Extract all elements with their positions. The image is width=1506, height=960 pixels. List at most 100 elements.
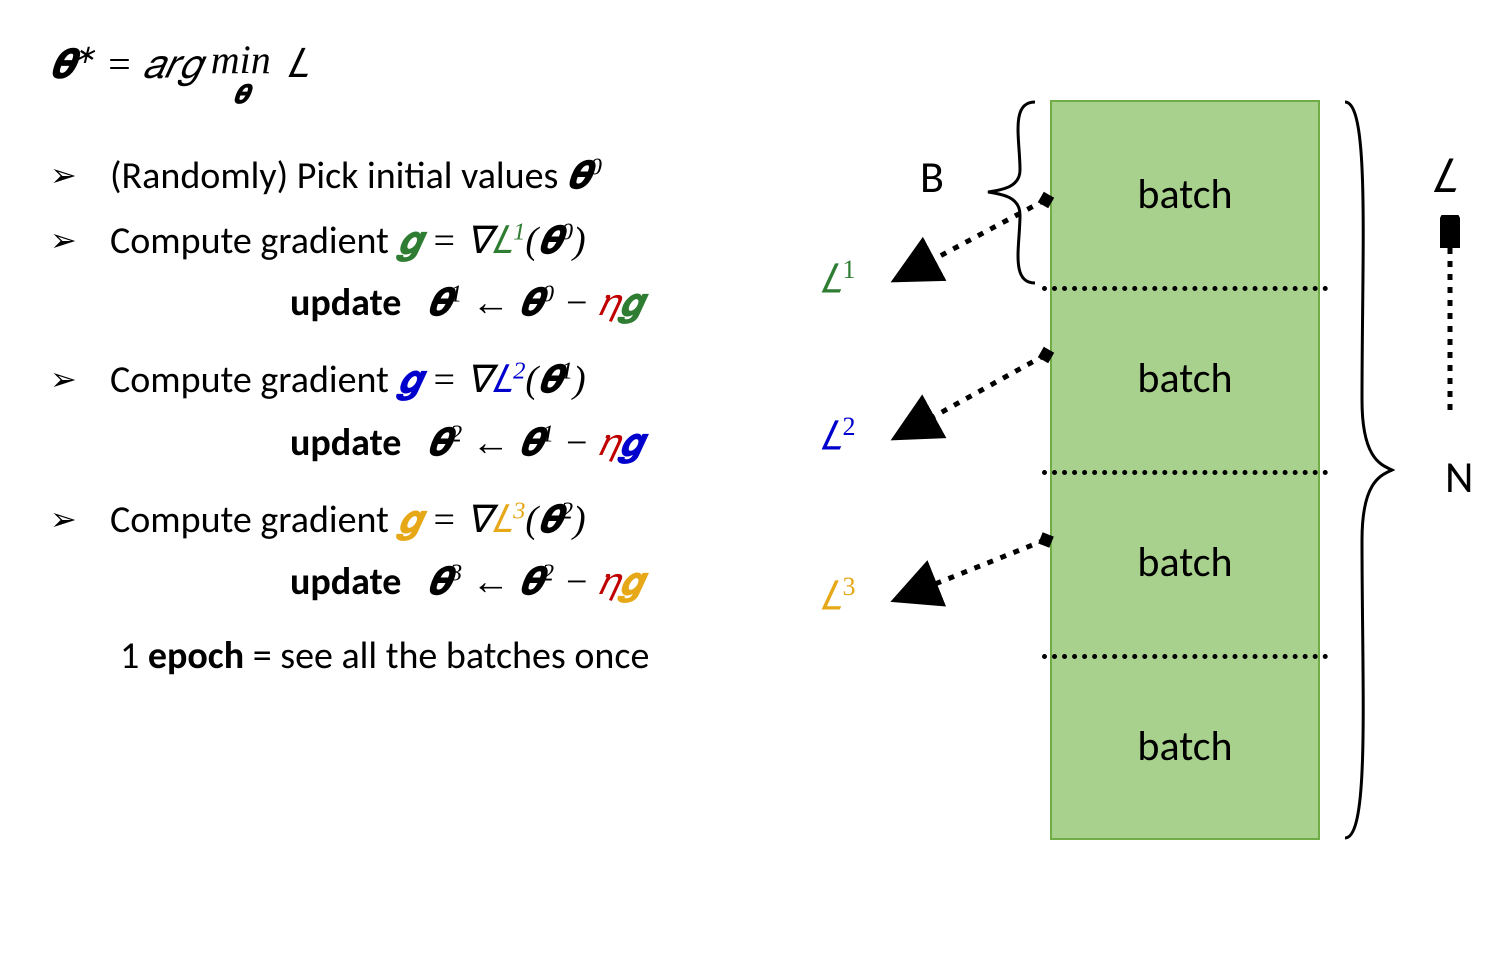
upd2-out: 2 xyxy=(450,420,462,447)
batch-label: batch xyxy=(1137,721,1232,772)
bullet-icon: ➢ xyxy=(50,150,110,195)
L3sup: 3 xyxy=(513,497,525,524)
L-sym: 𝐿 xyxy=(820,413,843,458)
bullet-icon: ➢ xyxy=(50,354,110,399)
rp1: ) xyxy=(573,220,586,262)
brace-right-icon xyxy=(1340,100,1400,840)
upd1-out: 1 xyxy=(450,281,462,308)
step-pick: ➢ (Randomly) Pick initial values 𝜽0 xyxy=(50,150,870,203)
upd2-thout: 𝜽 xyxy=(427,422,450,464)
batch-label: batch xyxy=(1137,537,1232,588)
L1-label: 𝐿1 xyxy=(820,255,856,302)
pick-theta: 𝜽 xyxy=(567,155,590,197)
L-sup: 1 xyxy=(843,255,856,284)
upd1-eta: 𝜂 xyxy=(599,282,619,324)
upd3-eta: 𝜂 xyxy=(599,561,619,603)
upd3-in: 2 xyxy=(542,559,554,586)
th2sup: 1 xyxy=(561,358,573,385)
batch-cell-2: batch xyxy=(1052,286,1318,470)
th3sup: 2 xyxy=(561,497,573,524)
th1: 𝜽 xyxy=(538,220,561,262)
eq3: = ∇ xyxy=(422,499,492,541)
compute-word: Compute gradient xyxy=(110,218,398,264)
label-L: 𝐿 xyxy=(1432,150,1458,205)
arg: 𝑎𝑟𝑔 xyxy=(143,41,201,86)
L-sup: 3 xyxy=(843,572,856,601)
pick-theta-sup: 0 xyxy=(590,153,602,180)
eq2: = ∇ xyxy=(422,359,492,401)
min-under: min 𝜽 xyxy=(211,40,271,108)
L2: 𝐿 xyxy=(492,359,513,401)
upd3-word: update xyxy=(290,559,401,605)
update-1: update 𝜽1 ← 𝜽0 − 𝜂𝒈 xyxy=(290,280,870,326)
batch-cell-3: batch xyxy=(1052,470,1318,654)
batch-cell-4: batch xyxy=(1052,654,1318,838)
upd2-word: update xyxy=(290,420,401,466)
L3: 𝐿 xyxy=(492,499,513,541)
L1: 𝐿 xyxy=(492,220,513,262)
rp3: ) xyxy=(573,499,586,541)
theta: 𝜽 xyxy=(50,41,74,86)
upd3-minus: − xyxy=(554,561,599,603)
upd2-minus: − xyxy=(554,422,599,464)
step-compute-3: ➢ Compute gradient 𝒈 = ∇𝐿3(𝜽2) xyxy=(50,494,870,547)
epoch-pre: 1 xyxy=(120,633,148,679)
brace-left-icon xyxy=(980,100,1040,285)
epoch-definition: 1 epoch = see all the batches once xyxy=(120,633,870,679)
compute-3: Compute gradient 𝒈 = ∇𝐿3(𝜽2) xyxy=(110,494,870,547)
upd1-in: 0 xyxy=(542,281,554,308)
upd3-g: 𝒈 xyxy=(619,561,643,603)
batch-label: batch xyxy=(1137,353,1232,404)
upd1-arrow: ← xyxy=(462,282,519,324)
eq1: = ∇ xyxy=(422,220,492,262)
compute-2: Compute gradient 𝒈 = ∇𝐿2(𝜽1) xyxy=(110,354,870,407)
g1: 𝒈 xyxy=(398,220,422,262)
bullet-icon: ➢ xyxy=(50,494,110,539)
text-column: 𝜽∗ = 𝑎𝑟𝑔 min 𝜽 𝐿 ➢ (Randomly) Pick initi… xyxy=(50,40,870,679)
compute-1: Compute gradient 𝒈 = ∇𝐿1(𝜽0) xyxy=(110,215,870,268)
update-2: update 𝜽2 ← 𝜽1 − 𝜂𝒈 xyxy=(290,420,870,466)
upd2-thin: 𝜽 xyxy=(519,422,542,464)
upd1-minus: − xyxy=(554,282,599,324)
L-sym: 𝐿 xyxy=(820,573,843,618)
update-3: update 𝜽3 ← 𝜽2 − 𝜂𝒈 xyxy=(290,559,870,605)
upd1-g: 𝒈 xyxy=(619,282,643,324)
upd3-thin: 𝜽 xyxy=(519,561,542,603)
rp2: ) xyxy=(573,359,586,401)
lp3: ( xyxy=(525,499,538,541)
pick-text: (Randomly) Pick initial values xyxy=(110,153,567,199)
upd2-eta: 𝜂 xyxy=(599,422,619,464)
L1sup: 1 xyxy=(513,219,525,246)
min-subscript: 𝜽 xyxy=(211,80,271,108)
min-text: min xyxy=(211,40,271,80)
upd3-out: 3 xyxy=(450,559,462,586)
upd2-arrow: ← xyxy=(462,422,519,464)
vertical-arrow-icon xyxy=(1440,215,1460,415)
upd3-thout: 𝜽 xyxy=(427,561,450,603)
L2-label: 𝐿2 xyxy=(820,412,856,459)
L3-label: 𝐿3 xyxy=(820,572,856,619)
lp2: ( xyxy=(525,359,538,401)
upd1-thin: 𝜽 xyxy=(519,282,542,324)
compute-word3: Compute gradient xyxy=(110,497,398,543)
label-N: N xyxy=(1445,450,1473,504)
batch-label: batch xyxy=(1137,169,1232,220)
upd1-thout: 𝜽 xyxy=(427,282,450,324)
upd1-word: update xyxy=(290,280,401,326)
theta-star-sup: ∗ xyxy=(74,40,96,69)
lp1: ( xyxy=(525,220,538,262)
compute-word2: Compute gradient xyxy=(110,357,398,403)
L2sup: 2 xyxy=(513,358,525,385)
epoch-bold: epoch xyxy=(148,633,244,679)
batch-column: batch batch batch batch xyxy=(1050,100,1320,840)
g3: 𝒈 xyxy=(398,499,422,541)
L-symbol: 𝐿 xyxy=(287,41,310,86)
step-compute-2: ➢ Compute gradient 𝒈 = ∇𝐿2(𝜽1) xyxy=(50,354,870,407)
L-sup: 2 xyxy=(843,412,856,441)
arrow-3 xyxy=(895,540,1045,600)
L-sym: 𝐿 xyxy=(820,256,843,301)
th3: 𝜽 xyxy=(538,499,561,541)
upd3-arrow: ← xyxy=(462,561,519,603)
eq-sign: = xyxy=(96,41,143,86)
bullet-icon: ➢ xyxy=(50,215,110,260)
